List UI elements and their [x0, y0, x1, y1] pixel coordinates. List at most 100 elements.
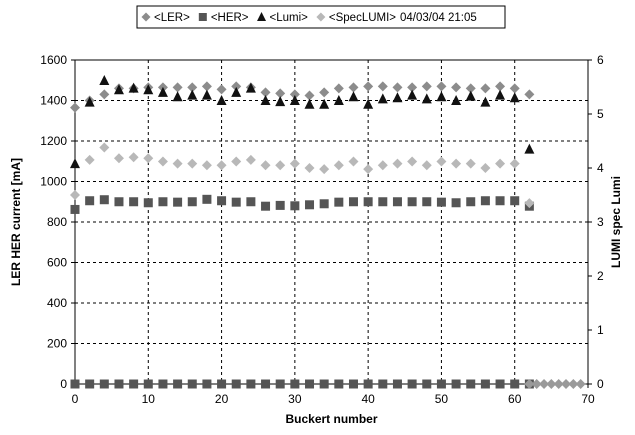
data-point [407, 82, 418, 93]
series-1 [70, 194, 534, 214]
data-point [128, 82, 139, 93]
series-5 [524, 379, 586, 389]
series-4 [70, 379, 534, 389]
data-point [319, 379, 329, 389]
data-point [187, 379, 197, 389]
data-point [377, 81, 388, 92]
data-point [290, 201, 300, 211]
data-point [363, 164, 374, 175]
series-2 [70, 75, 535, 169]
data-point [173, 379, 183, 389]
data-point [143, 198, 153, 208]
data-point [553, 379, 564, 389]
data-point [421, 93, 432, 104]
data-point [201, 89, 212, 100]
data-point [422, 379, 432, 389]
data-point [392, 379, 402, 389]
data-point [99, 379, 109, 389]
x-axis-title: Buckert number [285, 412, 377, 426]
data-point [524, 379, 535, 389]
y2-tick-label: 4 [597, 161, 604, 175]
data-point [509, 158, 520, 169]
data-point [363, 98, 374, 109]
data-point [436, 379, 446, 389]
data-point [465, 90, 476, 101]
data-point [451, 158, 462, 169]
data-point [202, 194, 212, 204]
data-point [99, 195, 109, 205]
data-point [201, 81, 212, 92]
data-point [260, 160, 271, 171]
legend-marker [141, 12, 151, 22]
data-point [392, 92, 403, 103]
data-point [524, 198, 535, 209]
data-point [231, 156, 242, 167]
data-point [407, 379, 417, 389]
data-point [157, 156, 168, 167]
y-tick-label: 800 [47, 215, 67, 229]
legend-label: <LER> [154, 12, 190, 24]
data-point [333, 160, 344, 171]
legend-items: <LER> <HER> <Lumi> <SpecLUMI> [141, 12, 396, 24]
x-tick-label: 20 [215, 392, 229, 406]
data-point [70, 102, 80, 113]
data-point [231, 81, 242, 92]
legend-label: <HER> [211, 12, 249, 24]
data-point [261, 201, 271, 211]
legend: <LER> <HER> <Lumi> <SpecLUMI> 04/03/04 21:0… [136, 5, 506, 29]
data-point [304, 163, 315, 173]
data-point [334, 197, 344, 207]
data-point [217, 196, 227, 206]
legend-marker [257, 12, 267, 21]
data-point [421, 81, 432, 92]
data-point [187, 89, 198, 100]
data-point [509, 83, 520, 94]
data-point [231, 86, 242, 97]
data-point [348, 82, 359, 93]
legend-marker [198, 13, 207, 21]
y-tick-label: 1600 [40, 53, 67, 67]
data-point [84, 96, 95, 107]
data-point [495, 379, 505, 389]
y2-tick-label: 5 [597, 107, 604, 121]
data-point [333, 83, 344, 94]
data-point [70, 379, 80, 389]
data-point [319, 98, 330, 109]
data-point [421, 160, 432, 171]
data-point [114, 379, 124, 389]
data-point [319, 164, 330, 175]
data-point [422, 197, 432, 207]
data-point [289, 158, 300, 169]
data-point [465, 158, 476, 169]
x-tick-label: 70 [581, 392, 595, 406]
data-point [319, 199, 329, 209]
y-tick-label: 1200 [40, 134, 67, 148]
data-point [246, 197, 256, 207]
data-point [510, 379, 520, 389]
data-point [85, 379, 95, 389]
y-tick-labels: 0 200 400 600 800 1000 1200 1400 1600 [40, 53, 67, 391]
data-point [480, 379, 490, 389]
data-point [70, 204, 80, 214]
data-point [480, 83, 491, 94]
data-point [231, 379, 241, 389]
data-point [495, 158, 506, 169]
data-point [187, 197, 197, 207]
data-point [202, 379, 212, 389]
data-point [480, 196, 490, 206]
data-point [378, 197, 388, 207]
gridlines [71, 59, 592, 388]
y2-tick-label: 6 [597, 53, 604, 67]
data-point [113, 153, 124, 164]
data-point [363, 81, 374, 92]
data-point [129, 197, 139, 207]
data-point [392, 197, 402, 207]
data-point [129, 379, 139, 389]
data-point [70, 190, 80, 200]
data-point [495, 81, 506, 92]
data-point [172, 158, 183, 169]
data-point [510, 196, 520, 206]
legend-item: <HER> [198, 12, 249, 24]
data-point [436, 81, 447, 92]
y2-tick-label: 3 [597, 215, 604, 229]
